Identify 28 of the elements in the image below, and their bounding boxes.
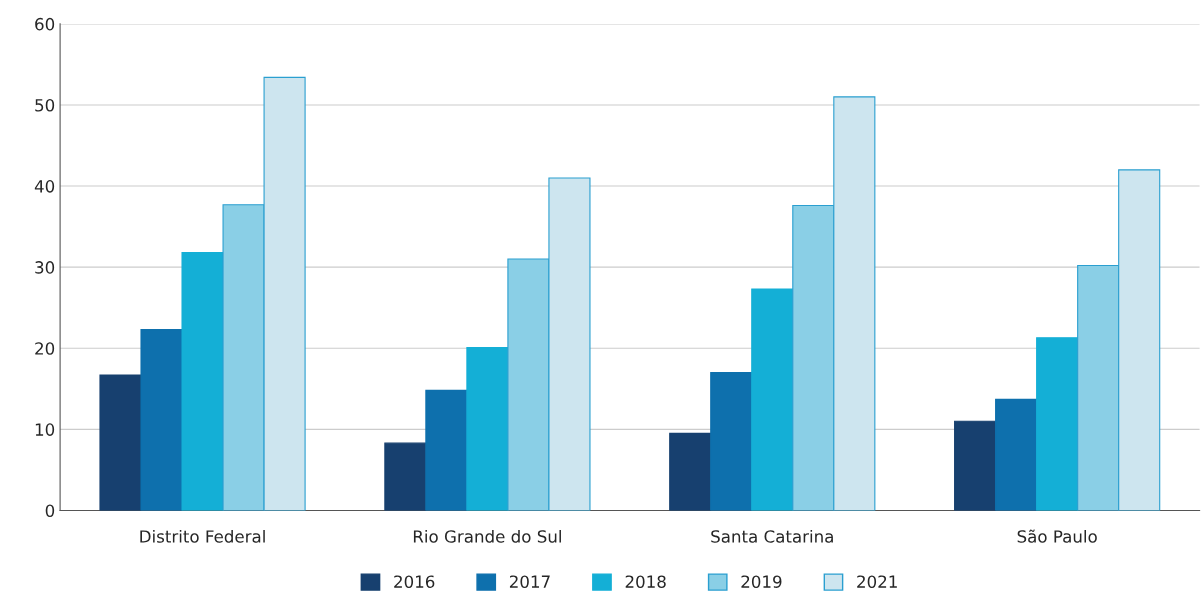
bar <box>1036 337 1079 511</box>
bar <box>669 432 712 511</box>
legend-label: 2019 <box>741 575 782 588</box>
y-tick-label: 20 <box>35 342 55 355</box>
legend-label: 2017 <box>509 575 550 588</box>
bar <box>751 288 794 511</box>
legend-label: 2016 <box>394 575 435 588</box>
y-tick-label: 40 <box>34 180 55 193</box>
legend-label: 2021 <box>857 575 897 588</box>
bar <box>425 389 468 511</box>
bar <box>995 398 1038 511</box>
bar <box>99 374 142 511</box>
x-tick-label: Santa Catarina <box>711 529 833 543</box>
bar <box>384 442 427 511</box>
bar <box>466 346 509 511</box>
bar <box>140 329 183 511</box>
y-tick-label: 60 <box>35 17 55 31</box>
bar <box>954 420 997 511</box>
y-tick-label: 50 <box>35 98 55 112</box>
bar <box>181 252 224 511</box>
y-tick-label: 10 <box>35 423 55 436</box>
bar <box>710 372 753 511</box>
x-tick-label: Distrito Federal <box>140 529 265 543</box>
legend-label: 2018 <box>625 575 666 588</box>
x-tick-label: São Paulo <box>1017 529 1097 543</box>
y-tick-label: 30 <box>35 261 55 274</box>
y-tick-label: 0 <box>45 504 55 517</box>
x-tick-label: Rio Grande do Sul <box>413 529 561 543</box>
